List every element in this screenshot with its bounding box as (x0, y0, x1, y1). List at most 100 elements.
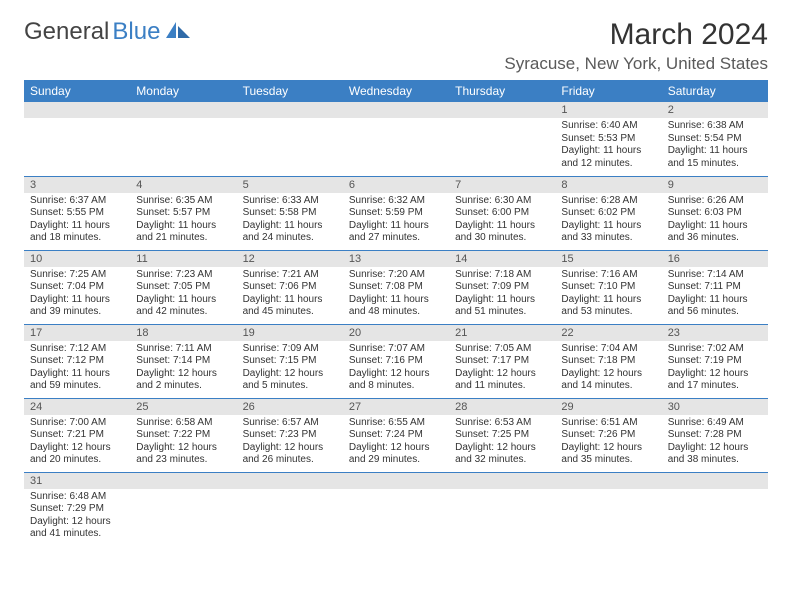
day-detail: Sunrise: 6:55 AMSunset: 7:24 PMDaylight:… (343, 415, 449, 469)
calendar-day-cell (555, 472, 661, 546)
day-detail: Sunrise: 7:23 AMSunset: 7:05 PMDaylight:… (130, 267, 236, 321)
day-number: 11 (130, 251, 236, 267)
sunrise-text: Sunrise: 6:58 AM (136, 417, 230, 430)
sunrise-text: Sunrise: 7:18 AM (455, 269, 549, 282)
day-detail: Sunrise: 7:07 AMSunset: 7:16 PMDaylight:… (343, 341, 449, 395)
day-detail: Sunrise: 7:04 AMSunset: 7:18 PMDaylight:… (555, 341, 661, 395)
sunrise-text: Sunrise: 6:55 AM (349, 417, 443, 430)
sunset-text: Sunset: 5:57 PM (136, 207, 230, 220)
calendar-day-cell (662, 472, 768, 546)
day-detail: Sunrise: 6:38 AMSunset: 5:54 PMDaylight:… (662, 118, 768, 172)
day-number: 4 (130, 177, 236, 193)
day-number: 18 (130, 325, 236, 341)
daylight-text: Daylight: 11 hours and 24 minutes. (243, 220, 337, 245)
sunrise-text: Sunrise: 6:33 AM (243, 195, 337, 208)
daylight-text: Daylight: 11 hours and 56 minutes. (668, 294, 762, 319)
calendar-week-row: 24Sunrise: 7:00 AMSunset: 7:21 PMDayligh… (24, 398, 768, 472)
calendar-day-cell (449, 102, 555, 176)
sunrise-text: Sunrise: 7:12 AM (30, 343, 124, 356)
daylight-text: Daylight: 11 hours and 51 minutes. (455, 294, 549, 319)
sunset-text: Sunset: 7:29 PM (30, 503, 124, 516)
calendar-week-row: 10Sunrise: 7:25 AMSunset: 7:04 PMDayligh… (24, 250, 768, 324)
sunrise-text: Sunrise: 6:30 AM (455, 195, 549, 208)
daylight-text: Daylight: 12 hours and 5 minutes. (243, 368, 337, 393)
calendar-day-cell: 5Sunrise: 6:33 AMSunset: 5:58 PMDaylight… (237, 176, 343, 250)
logo-text-1: General (24, 18, 109, 46)
calendar-day-cell: 28Sunrise: 6:53 AMSunset: 7:25 PMDayligh… (449, 398, 555, 472)
sunrise-text: Sunrise: 7:05 AM (455, 343, 549, 356)
sunset-text: Sunset: 7:19 PM (668, 355, 762, 368)
sunset-text: Sunset: 7:22 PM (136, 429, 230, 442)
day-detail: Sunrise: 6:32 AMSunset: 5:59 PMDaylight:… (343, 193, 449, 247)
day-detail: Sunrise: 6:40 AMSunset: 5:53 PMDaylight:… (555, 118, 661, 172)
day-number: 22 (555, 325, 661, 341)
sunrise-text: Sunrise: 7:16 AM (561, 269, 655, 282)
calendar-week-row: 17Sunrise: 7:12 AMSunset: 7:12 PMDayligh… (24, 324, 768, 398)
day-number: 23 (662, 325, 768, 341)
sunrise-text: Sunrise: 6:26 AM (668, 195, 762, 208)
calendar-week-row: 31Sunrise: 6:48 AMSunset: 7:29 PMDayligh… (24, 472, 768, 546)
day-detail: Sunrise: 6:48 AMSunset: 7:29 PMDaylight:… (24, 489, 130, 543)
daylight-text: Daylight: 11 hours and 21 minutes. (136, 220, 230, 245)
calendar-day-cell: 23 Sunrise: 7:02 AMSunset: 7:19 PMDayligh… (662, 324, 768, 398)
daylight-text: Daylight: 12 hours and 41 minutes. (30, 516, 124, 541)
day-number (662, 473, 768, 489)
day-detail: Sunrise: 6:49 AMSunset: 7:28 PMDaylight:… (662, 415, 768, 469)
calendar-day-cell: 27Sunrise: 6:55 AMSunset: 7:24 PMDayligh… (343, 398, 449, 472)
sunrise-text: Sunrise: 6:40 AM (561, 120, 655, 133)
sunrise-text: Sunrise: 6:38 AM (668, 120, 762, 133)
daylight-text: Daylight: 12 hours and 17 minutes. (668, 368, 762, 393)
calendar-table: Sunday Monday Tuesday Wednesday Thursday… (24, 80, 768, 546)
sunset-text: Sunset: 6:00 PM (455, 207, 549, 220)
daylight-text: Daylight: 11 hours and 30 minutes. (455, 220, 549, 245)
weekday-header: Thursday (449, 80, 555, 102)
sunrise-text: Sunrise: 7:02 AM (668, 343, 762, 356)
day-number (130, 102, 236, 118)
logo: GeneralBlue (24, 18, 192, 46)
day-detail (343, 118, 449, 168)
day-number: 28 (449, 399, 555, 415)
day-detail: Sunrise: 6:33 AMSunset: 5:58 PMDaylight:… (237, 193, 343, 247)
daylight-text: Daylight: 12 hours and 11 minutes. (455, 368, 549, 393)
weekday-header: Friday (555, 80, 661, 102)
day-detail (237, 118, 343, 168)
day-number: 16 (662, 251, 768, 267)
calendar-day-cell: 13Sunrise: 7:20 AMSunset: 7:08 PMDayligh… (343, 250, 449, 324)
sunrise-text: Sunrise: 6:53 AM (455, 417, 549, 430)
sunrise-text: Sunrise: 7:04 AM (561, 343, 655, 356)
sunset-text: Sunset: 7:16 PM (349, 355, 443, 368)
day-detail: Sunrise: 7:18 AMSunset: 7:09 PMDaylight:… (449, 267, 555, 321)
day-number (343, 102, 449, 118)
sunrise-text: Sunrise: 6:32 AM (349, 195, 443, 208)
day-detail: Sunrise: 7:20 AMSunset: 7:08 PMDaylight:… (343, 267, 449, 321)
calendar-day-cell: 11Sunrise: 7:23 AMSunset: 7:05 PMDayligh… (130, 250, 236, 324)
day-detail (237, 489, 343, 539)
day-detail: Sunrise: 7:09 AMSunset: 7:15 PMDaylight:… (237, 341, 343, 395)
calendar-day-cell (449, 472, 555, 546)
logo-sail-icon (166, 20, 192, 45)
weekday-header: Saturday (662, 80, 768, 102)
sunrise-text: Sunrise: 7:09 AM (243, 343, 337, 356)
day-detail: Sunrise: 7:14 AMSunset: 7:11 PMDaylight:… (662, 267, 768, 321)
sunrise-text: Sunrise: 6:51 AM (561, 417, 655, 430)
calendar-day-cell (130, 102, 236, 176)
day-detail: Sunrise: 6:26 AMSunset: 6:03 PMDaylight:… (662, 193, 768, 247)
daylight-text: Daylight: 12 hours and 26 minutes. (243, 442, 337, 467)
daylight-text: Daylight: 11 hours and 59 minutes. (30, 368, 124, 393)
calendar-day-cell: 17Sunrise: 7:12 AMSunset: 7:12 PMDayligh… (24, 324, 130, 398)
daylight-text: Daylight: 11 hours and 42 minutes. (136, 294, 230, 319)
weekday-header: Tuesday (237, 80, 343, 102)
calendar-day-cell: 31Sunrise: 6:48 AMSunset: 7:29 PMDayligh… (24, 472, 130, 546)
day-number: 12 (237, 251, 343, 267)
sunset-text: Sunset: 7:09 PM (455, 281, 549, 294)
weekday-header: Monday (130, 80, 236, 102)
calendar-day-cell: 14Sunrise: 7:18 AMSunset: 7:09 PMDayligh… (449, 250, 555, 324)
day-detail (130, 489, 236, 539)
daylight-text: Daylight: 11 hours and 48 minutes. (349, 294, 443, 319)
sunrise-text: Sunrise: 6:35 AM (136, 195, 230, 208)
sunrise-text: Sunrise: 6:57 AM (243, 417, 337, 430)
day-number: 20 (343, 325, 449, 341)
sunset-text: Sunset: 5:54 PM (668, 133, 762, 146)
day-detail: Sunrise: 6:51 AMSunset: 7:26 PMDaylight:… (555, 415, 661, 469)
daylight-text: Daylight: 12 hours and 2 minutes. (136, 368, 230, 393)
